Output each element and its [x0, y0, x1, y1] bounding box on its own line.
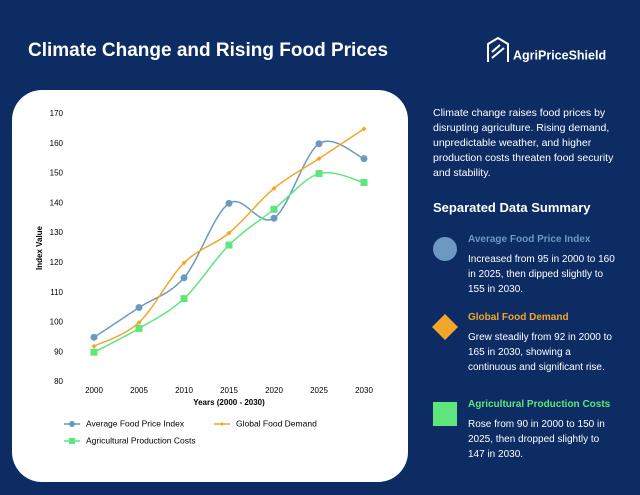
- data-point: [226, 230, 232, 236]
- y-tick-label: 130: [50, 228, 64, 237]
- legend-label: Average Food Price Index: [86, 418, 185, 428]
- summary-text: Increased from 95 in 2000 to 160 in 2025…: [468, 254, 615, 295]
- y-tick-label: 80: [54, 377, 63, 386]
- data-point: [316, 156, 322, 162]
- data-point: [360, 178, 368, 186]
- chart-card: [12, 90, 408, 482]
- data-point: [225, 241, 233, 249]
- x-tick-label: 2005: [130, 386, 148, 395]
- legend-marker: [69, 421, 75, 427]
- x-tick-label: 2015: [220, 386, 238, 395]
- summary-icon: [433, 402, 457, 426]
- x-tick-label: 2010: [175, 386, 193, 395]
- data-point: [136, 319, 142, 325]
- y-tick-label: 120: [50, 258, 64, 267]
- data-point: [90, 333, 98, 341]
- description: Climate change raises food prices by dis…: [433, 107, 614, 179]
- data-point: [270, 214, 278, 222]
- data-point: [315, 140, 323, 148]
- data-point: [181, 260, 187, 266]
- data-point: [360, 155, 368, 163]
- data-point: [135, 304, 143, 312]
- x-tick-label: 2030: [355, 386, 373, 395]
- legend-label: Global Food Demand: [236, 418, 317, 428]
- summary-heading: Global Food Demand: [468, 312, 569, 323]
- data-point: [225, 199, 233, 207]
- legend-label: Agricultural Production Costs: [86, 435, 196, 445]
- legend-marker: [220, 422, 224, 426]
- y-tick-label: 140: [50, 198, 64, 207]
- summary-heading: Average Food Price Index: [468, 234, 591, 245]
- summary-icon-shape: [432, 314, 458, 340]
- summary-item: Global Food Demand Grew steadily from 92 …: [468, 312, 618, 375]
- data-point: [270, 205, 278, 213]
- y-tick-label: 90: [54, 347, 63, 356]
- brand-name: AgriPriceShield: [513, 48, 606, 62]
- y-tick-label: 160: [50, 139, 64, 148]
- summary-icon-shape: [433, 237, 457, 261]
- summary-icon: [433, 237, 457, 261]
- summary-text: Rose from 90 in 2000 to 150 in 2025, the…: [468, 419, 605, 460]
- page-title: Climate Change and Rising Food Prices: [28, 40, 388, 61]
- data-point: [180, 295, 188, 303]
- y-tick-label: 170: [50, 109, 64, 118]
- summary-text: Grew steadily from 92 in 2000 to 165 in …: [468, 332, 612, 373]
- y-tick-label: 100: [50, 318, 64, 327]
- data-point: [90, 348, 98, 356]
- summary-title: Separated Data Summary: [433, 200, 591, 215]
- x-axis-label: Years (2000 - 2030): [193, 398, 265, 407]
- data-point: [91, 343, 97, 349]
- legend-marker: [69, 438, 75, 444]
- summary-icon: [432, 314, 458, 340]
- x-tick-label: 2000: [85, 386, 103, 395]
- summary-icon-shape: [433, 402, 457, 426]
- data-point: [315, 170, 323, 178]
- data-point: [271, 185, 277, 191]
- summary-heading: Agricultural Production Costs: [468, 399, 611, 410]
- y-tick-label: 110: [50, 288, 63, 297]
- data-point: [361, 126, 367, 132]
- data-point: [180, 274, 188, 282]
- x-tick-label: 2020: [265, 386, 283, 395]
- summary-item: Agricultural Production Costs Rose from 9…: [468, 399, 618, 462]
- brand-logo: [487, 36, 509, 62]
- y-tick-label: 150: [50, 169, 64, 178]
- y-axis-label: Index Value: [35, 225, 44, 270]
- summary-item: Average Food Price Index Increased from 9…: [468, 234, 618, 297]
- x-tick-label: 2025: [310, 386, 328, 395]
- data-point: [135, 324, 143, 332]
